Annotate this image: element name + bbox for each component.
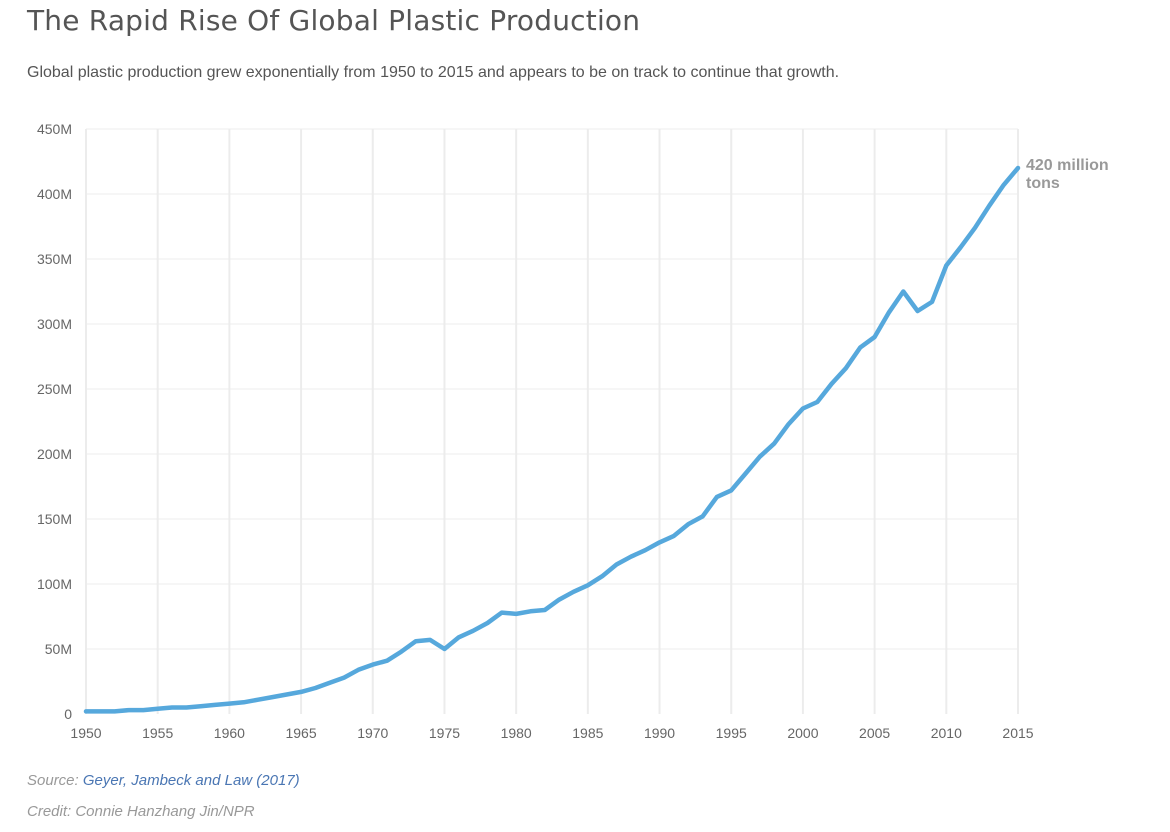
y-tick-label: 150M <box>37 511 72 527</box>
x-tick-label: 2015 <box>1002 725 1033 741</box>
chart-title: The Rapid Rise Of Global Plastic Product… <box>27 4 641 37</box>
x-tick-label: 1990 <box>644 725 675 741</box>
x-tick-label: 2000 <box>787 725 818 741</box>
credit-note: Credit: Connie Hanzhang Jin/NPR <box>27 803 255 820</box>
y-tick-label: 50M <box>45 641 72 657</box>
y-tick-label: 300M <box>37 316 72 332</box>
source-prefix: Source: <box>27 772 79 789</box>
x-tick-label: 2010 <box>931 725 962 741</box>
y-tick-label: 350M <box>37 251 72 267</box>
x-tick-label: 1965 <box>285 725 316 741</box>
chart-subtitle: Global plastic production grew exponenti… <box>27 64 840 81</box>
end-value-label: 420 million <box>1026 157 1109 174</box>
source-note: Source: Geyer, Jambeck and Law (2017) <box>27 772 300 789</box>
gridlines <box>85 128 1019 714</box>
line-chart: 0 50M 100M 150M 200M 250M 300M 350M 400M 450M 195… <box>37 121 1109 741</box>
series-layer <box>83 165 1021 714</box>
y-tick-label: 100M <box>37 576 72 592</box>
y-axis-tick-labels: 0 50M 100M 150M 200M 250M 300M 350M 400M 450M <box>37 121 72 722</box>
y-tick-label: 200M <box>37 446 72 462</box>
x-tick-label: 1960 <box>214 725 245 741</box>
y-tick-label: 450M <box>37 121 72 137</box>
x-tick-label: 1980 <box>501 725 532 741</box>
y-tick-label: 250M <box>37 381 72 397</box>
x-tick-label: 1970 <box>357 725 388 741</box>
y-tick-label: 400M <box>37 186 72 202</box>
y-tick-label: 0 <box>64 706 72 722</box>
end-value-label: tons <box>1026 175 1060 192</box>
source-link[interactable]: Geyer, Jambeck and Law (2017) <box>82 772 300 789</box>
x-tick-label: 1975 <box>429 725 460 741</box>
x-tick-label: 1985 <box>572 725 603 741</box>
x-axis-tick-labels: 1950 1955 1960 1965 1970 1975 1980 1985 1990 1995… <box>70 725 1033 741</box>
x-tick-label: 2005 <box>859 725 890 741</box>
x-tick-label: 1955 <box>142 725 173 741</box>
x-tick-label: 1950 <box>70 725 101 741</box>
series-line <box>83 165 1021 714</box>
x-tick-label: 1995 <box>716 725 747 741</box>
